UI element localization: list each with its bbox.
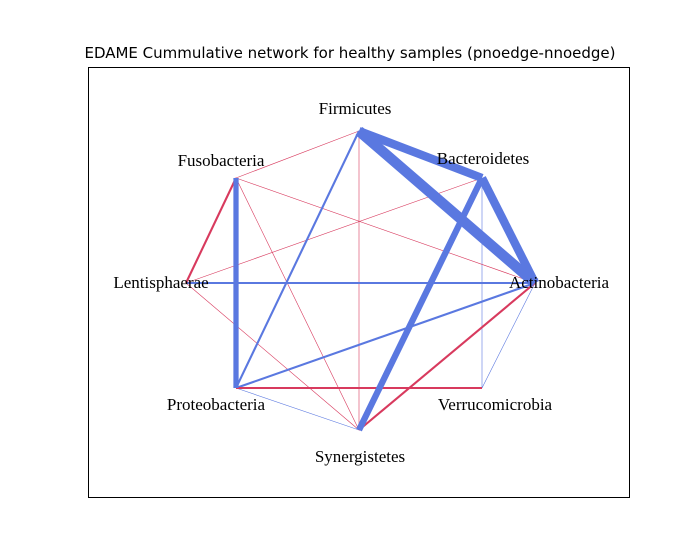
edge-firmicutes-bacteroidetes: [357, 127, 484, 182]
edge-fusobacteria-synergistetes: [235, 177, 360, 431]
edge-layer: [185, 127, 539, 432]
node-label-synergistetes: Synergistetes: [315, 447, 405, 466]
label-layer: Firmicutes Bacteroidetes Actinobacteria Ver…: [113, 99, 609, 466]
node-label-bacteroidetes: Bacteroidetes: [437, 149, 530, 168]
plot-frame: [88, 67, 630, 498]
edge-firmicutes-fusobacteria: [235, 130, 360, 179]
diagram-title: EDAME Cummulative network for healthy sa…: [84, 44, 616, 62]
edge-actinobacteria-proteobacteria: [235, 282, 536, 389]
edge-actinobacteria-verrucomicrobia: [481, 282, 536, 389]
node-label-fusobacteria: Fusobacteria: [178, 151, 265, 170]
node-label-proteobacteria: Proteobacteria: [167, 395, 266, 414]
edge-fusobacteria-lentisphaerae: [185, 177, 237, 284]
edge-firmicutes-proteobacteria: [235, 130, 360, 389]
node-label-verrucomicrobia: Verrucomicrobia: [438, 395, 553, 414]
edge-bacteroidetes-actinobacteria: [478, 176, 539, 285]
edge-firmicutes-actinobacteria: [355, 127, 539, 287]
node-label-firmicutes: Firmicutes: [319, 99, 392, 118]
node-label-lentisphaerae: Lentisphaerae: [113, 273, 208, 292]
edge-lentisphaerae-synergistetes: [185, 282, 360, 431]
node-label-actinobacteria: Actinobacteria: [509, 273, 610, 292]
edge-fusobacteria-actinobacteria: [235, 177, 536, 284]
edge-proteobacteria-synergistetes: [235, 387, 360, 431]
edge-synergistetes-actinobacteria: [358, 282, 536, 431]
